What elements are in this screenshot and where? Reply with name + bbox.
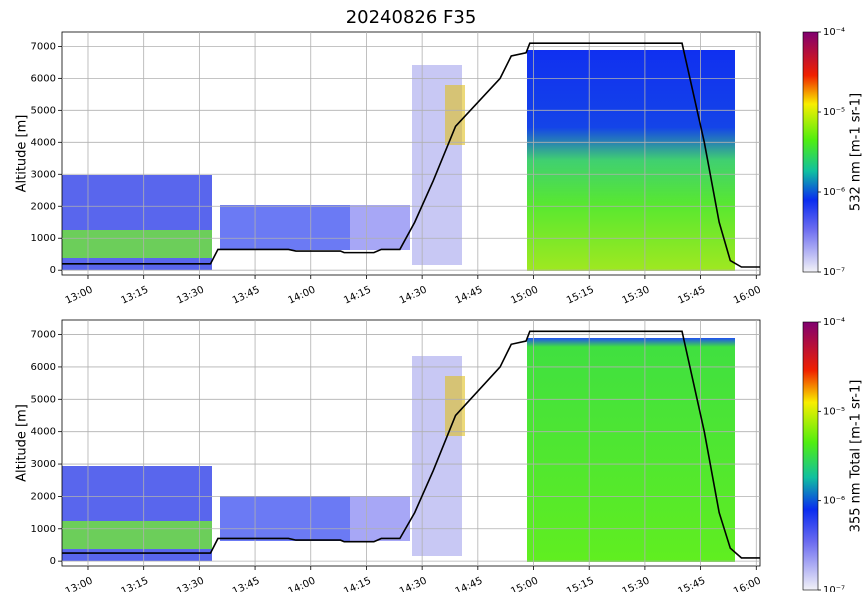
y-tick-label: 7000: [31, 330, 56, 341]
y-tick-label: 0: [50, 556, 56, 567]
x-tick-label: 16:00: [732, 575, 763, 592]
y-tick-label: 3000: [31, 459, 56, 470]
x-tick-label: 15:30: [621, 284, 652, 306]
backscatter-region: [445, 85, 465, 145]
x-tick-label: 14:00: [287, 284, 318, 306]
colorbar-label: 355 nm Total [m-1 sr-1]: [849, 380, 864, 533]
y-tick-label: 6000: [31, 73, 56, 84]
y-tick-label: 4000: [31, 137, 56, 148]
colorbar-label: 532 nm [m-1 sr-1]: [849, 93, 864, 211]
x-tick-label: 13:00: [64, 575, 95, 592]
colorbar-tick-label: 10⁻⁷: [823, 585, 845, 592]
backscatter-region: [350, 496, 410, 541]
y-axis-label: Altitude [m]: [15, 115, 30, 193]
x-tick-label: 13:15: [119, 284, 150, 306]
x-tick-label: 14:15: [342, 575, 373, 592]
y-tick-label: 0: [50, 265, 56, 276]
backscatter-region: [445, 376, 465, 436]
y-tick-label: 1000: [31, 233, 56, 244]
x-tick-label: 15:00: [509, 284, 540, 306]
x-tick-label: 14:45: [454, 575, 485, 592]
y-axis-label: Altitude [m]: [15, 404, 30, 482]
x-tick-label: 15:30: [621, 575, 652, 592]
x-tick-label: 14:45: [454, 284, 485, 306]
x-tick-label: 15:15: [565, 575, 596, 592]
colorbar-tick-label: 10⁻⁴: [823, 317, 845, 328]
y-tick-label: 1000: [31, 524, 56, 535]
colorbar-tick-label: 10⁻⁷: [823, 267, 845, 278]
colorbar-tick-label: 10⁻⁴: [823, 27, 845, 38]
y-tick-label: 5000: [31, 394, 56, 405]
x-tick-label: 14:30: [398, 575, 429, 592]
backscatter-region: [220, 205, 350, 250]
colorbar-tick-label: 10⁻⁶: [823, 496, 845, 507]
x-tick-label: 13:45: [231, 575, 262, 592]
y-tick-label: 2000: [31, 491, 56, 502]
chart-title: 20240826 F35: [346, 7, 477, 28]
y-tick-label: 2000: [31, 201, 56, 212]
x-tick-label: 13:30: [175, 575, 206, 592]
colorbar-tick-label: 10⁻⁶: [823, 187, 845, 198]
x-tick-label: 15:15: [565, 284, 596, 306]
x-tick-label: 14:30: [398, 284, 429, 306]
backscatter-region: [62, 230, 212, 258]
backscatter-region: [350, 205, 410, 250]
colorbar: [803, 322, 818, 590]
y-tick-label: 6000: [31, 362, 56, 373]
colorbar-tick-label: 10⁻⁵: [823, 406, 845, 417]
colorbar: [803, 32, 818, 272]
y-tick-label: 4000: [31, 427, 56, 438]
x-tick-label: 15:00: [509, 575, 540, 592]
y-tick-label: 3000: [31, 169, 56, 180]
backscatter-region: [220, 496, 350, 541]
x-tick-label: 15:45: [676, 575, 707, 592]
colorbar-tick-label: 10⁻⁵: [823, 107, 845, 118]
x-tick-label: 16:00: [732, 284, 763, 306]
x-tick-label: 15:45: [676, 284, 707, 306]
x-tick-label: 13:30: [175, 284, 206, 306]
y-tick-label: 7000: [31, 41, 56, 52]
x-tick-label: 14:00: [287, 575, 318, 592]
x-tick-label: 13:15: [119, 575, 150, 592]
figure: 20240826 F35 Altitude [m] 0 1000 2000 3000 400…: [0, 0, 865, 592]
y-tick-label: 5000: [31, 105, 56, 116]
x-tick-label: 13:45: [231, 284, 262, 306]
x-tick-label: 13:00: [64, 284, 95, 306]
x-tick-label: 14:15: [342, 284, 373, 306]
backscatter-region: [62, 521, 212, 549]
